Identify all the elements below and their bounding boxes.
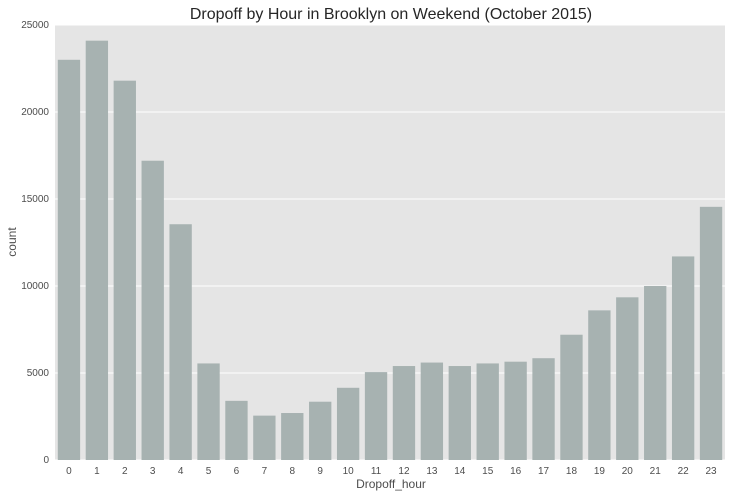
bar-hour-4 <box>169 224 192 460</box>
x-tick-label: 12 <box>398 466 410 477</box>
x-tick-label: 3 <box>150 466 156 477</box>
x-tick-label: 16 <box>510 466 522 477</box>
x-tick-label: 10 <box>343 466 355 477</box>
bar-hour-3 <box>141 160 164 460</box>
y-tick-labels: 0 5000 10000 15000 20000 25000 <box>21 20 49 466</box>
bar-hour-17 <box>532 358 555 460</box>
x-tick-label: 11 <box>371 466 382 477</box>
x-tick-label: 1 <box>94 466 100 477</box>
x-tick-label: 9 <box>317 466 323 477</box>
x-tick-label: 14 <box>454 466 466 477</box>
x-axis-label: Dropoff_hour <box>356 477 426 491</box>
bar-hour-1 <box>85 40 109 460</box>
x-tick-label: 13 <box>426 466 438 477</box>
bar-hour-9 <box>309 401 332 460</box>
gridlines <box>55 24 725 461</box>
bar-hour-15 <box>476 363 499 460</box>
bar-hour-13 <box>420 362 444 460</box>
bar-hour-12 <box>392 366 416 460</box>
x-tick-label: 8 <box>290 466 296 477</box>
x-tick-label: 20 <box>622 466 634 477</box>
x-tick-label: 21 <box>650 466 662 477</box>
y-tick-label: 20000 <box>21 107 49 118</box>
x-tick-label: 7 <box>262 466 268 477</box>
x-tick-label: 22 <box>678 466 690 477</box>
bar-hour-10 <box>336 387 360 460</box>
x-tick-label: 17 <box>538 466 550 477</box>
bar-hour-6 <box>225 400 248 460</box>
x-tick-label: 4 <box>178 466 184 477</box>
bar-hour-21 <box>644 286 667 460</box>
x-tick-label: 23 <box>705 466 717 477</box>
bar-hour-11 <box>364 372 388 460</box>
plot-area <box>55 25 725 460</box>
x-tick-label: 6 <box>234 466 240 477</box>
bar-hour-22 <box>671 256 695 460</box>
y-tick-label: 10000 <box>21 281 49 292</box>
bar-hour-0 <box>57 59 81 461</box>
bars <box>57 40 723 461</box>
bar-hour-20 <box>616 297 639 460</box>
chart-title: Dropoff by Hour in Brooklyn on Weekend (… <box>190 6 592 23</box>
bar-hour-8 <box>281 413 304 460</box>
x-tick-label: 18 <box>566 466 578 477</box>
bar-hour-18 <box>560 334 583 460</box>
x-tick-label: 2 <box>122 466 128 477</box>
bar-hour-16 <box>504 361 527 460</box>
bar-hour-14 <box>448 366 471 460</box>
bar-hour-19 <box>588 310 611 460</box>
x-tick-label: 5 <box>206 466 212 477</box>
y-tick-label: 15000 <box>21 194 49 205</box>
bar-hour-5 <box>197 363 220 460</box>
bar-hour-23 <box>699 206 723 460</box>
x-tick-label: 15 <box>482 466 494 477</box>
y-tick-label: 0 <box>43 455 49 466</box>
bar-hour-2 <box>113 80 136 461</box>
x-tick-labels: 0 1 2 3 4 5 6 7 8 9 10 11 12 13 14 15 16 17 18 19 20 21 22 23 <box>66 466 717 477</box>
y-axis-label: count <box>5 227 19 257</box>
bar-hour-7 <box>253 415 276 460</box>
y-tick-label: 5000 <box>27 368 50 379</box>
y-tick-label: 25000 <box>21 20 49 31</box>
x-tick-label: 19 <box>594 466 606 477</box>
x-tick-label: 0 <box>66 466 72 477</box>
